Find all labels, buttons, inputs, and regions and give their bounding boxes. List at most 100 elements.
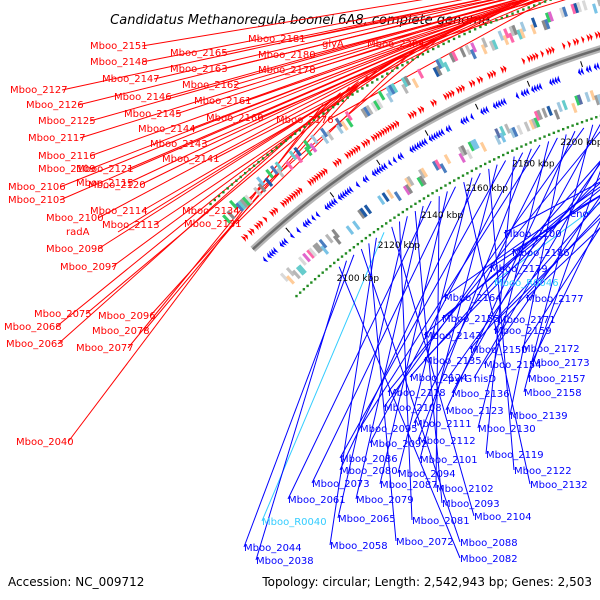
forward-gene-label[interactable]: Mboo_2134 xyxy=(182,206,240,217)
forward-gene-label[interactable]: Mboo_2068 xyxy=(4,322,62,333)
forward-gene-label[interactable]: Mboo_2096 xyxy=(98,311,156,322)
reverse-gene-label[interactable]: Mboo_2172 xyxy=(522,344,580,355)
forward-gene-label[interactable]: Mboo_2115 xyxy=(76,178,134,189)
forward-gene-label[interactable]: Mboo_2078 xyxy=(92,326,150,337)
forward-gene-label[interactable]: Mboo_2165 xyxy=(170,48,228,59)
reverse-gene-label[interactable]: Mboo_2142 xyxy=(424,331,482,342)
forward-gene-label[interactable]: Mboo_2077 xyxy=(76,343,134,354)
reverse-gene-label[interactable]: Mboo_2080 xyxy=(340,466,398,477)
forward-gene-label[interactable]: Mboo_2063 xyxy=(6,339,64,350)
forward-gene-label[interactable]: Mboo_2121 xyxy=(76,164,134,175)
forward-gene-label[interactable]: Mboo_2143 xyxy=(150,139,208,150)
forward-gene-label[interactable]: glyA xyxy=(322,39,344,50)
forward-gene-label[interactable]: Mboo_2144 xyxy=(138,124,196,135)
forward-gene-label[interactable]: Mboo_2162 xyxy=(182,80,240,91)
gc-dot-outer xyxy=(484,23,487,26)
reverse-gene-label[interactable]: Mboo_2164 xyxy=(444,293,502,304)
reverse-gene-label[interactable]: eno xyxy=(570,209,589,220)
reverse-gene-label[interactable]: Mboo_2186 xyxy=(512,248,570,259)
forward-gene-label[interactable]: Mboo_2106 xyxy=(8,182,66,193)
reverse-gene-label[interactable]: Mboo_2073 xyxy=(312,479,370,490)
reverse-gene-label[interactable]: Mboo_2058 xyxy=(330,541,388,552)
forward-gene-label[interactable]: Mboo_2040 xyxy=(16,437,74,448)
forward-gene-label[interactable]: Mboo_2145 xyxy=(124,109,182,120)
reverse-gene-label[interactable]: hisD xyxy=(474,374,496,385)
reverse-gene-label[interactable]: Mboo_2124 xyxy=(410,373,468,384)
reverse-gene-label[interactable]: Mboo_2095 xyxy=(360,424,418,435)
reverse-gene-label[interactable]: Mboo_2111 xyxy=(414,419,472,430)
forward-gene-label[interactable]: Mboo_2151 xyxy=(90,41,148,52)
forward-gene-label[interactable]: Mboo_2114 xyxy=(90,206,148,217)
reverse-gene-label[interactable]: Mboo_2158 xyxy=(524,388,582,399)
forward-gene-label[interactable]: Mboo_2146 xyxy=(114,92,172,103)
forward-gene-label[interactable]: Mboo_2160 xyxy=(206,113,264,124)
reverse-gene-label[interactable]: Mboo_2139 xyxy=(510,411,568,422)
forward-gene-label[interactable]: Mboo_2127 xyxy=(10,85,68,96)
forward-gene-label[interactable]: Mboo_2075 xyxy=(34,309,92,320)
reverse-gene-label[interactable]: Mboo_R0046 xyxy=(494,278,559,289)
forward-gene-label[interactable]: Mboo_2120 xyxy=(88,180,146,191)
reverse-gene-label[interactable]: Mboo_2086 xyxy=(340,454,398,465)
reverse-gene-label[interactable]: Mboo_2092 xyxy=(370,439,428,450)
forward-gene-label[interactable]: Mboo_2180 xyxy=(258,50,316,61)
forward-gene-label[interactable]: Mboo_2163 xyxy=(170,64,228,75)
forward-gene-label[interactable]: Mboo_2100 xyxy=(46,213,104,224)
forward-gene-label[interactable]: Mboo_2109 xyxy=(38,164,96,175)
reverse-gene-label[interactable]: Mboo_2135 xyxy=(424,356,482,367)
reverse-gene-label[interactable]: Mboo_2094 xyxy=(398,469,456,480)
forward-gene-label[interactable]: Mboo_2103 xyxy=(8,195,66,206)
forward-gene-label[interactable]: radA xyxy=(66,227,90,238)
forward-gene-label[interactable]: Mboo_2098 xyxy=(46,244,104,255)
reverse-gene-label[interactable]: Mboo_2132 xyxy=(530,480,588,491)
forward-gene-label[interactable]: Mboo_2178 xyxy=(258,65,316,76)
reverse-gene-label[interactable]: Mboo_2081 xyxy=(412,516,470,527)
reverse-gene-label[interactable]: Mboo_2159 xyxy=(494,326,552,337)
reverse-gene-label[interactable]: Mboo_2065 xyxy=(338,514,396,525)
reverse-gene-label[interactable]: Mboo_2088 xyxy=(460,538,518,549)
reverse-gene-label[interactable]: Mboo_2118 xyxy=(388,388,446,399)
reverse-gene-label[interactable]: Mboo_2044 xyxy=(244,543,302,554)
forward-gene-label[interactable]: Mboo_2116 xyxy=(38,151,96,162)
reverse-gene-label[interactable]: Mboo_2130 xyxy=(478,424,536,435)
reverse-gene-label[interactable]: Mboo_2104 xyxy=(474,512,532,523)
reverse-gene-label[interactable]: pyrG xyxy=(448,374,472,385)
reverse-gene-label[interactable]: Mboo_2157 xyxy=(528,374,586,385)
reverse-gene-label[interactable]: Mboo_2093 xyxy=(442,499,500,510)
reverse-gene-label[interactable]: Mboo_2038 xyxy=(256,556,314,567)
reverse-gene-label[interactable]: Mboo_2200 xyxy=(504,229,562,240)
reverse-gene-label[interactable]: Mboo_2177 xyxy=(526,294,584,305)
reverse-gene-label[interactable]: Mboo_2119 xyxy=(486,450,544,461)
reverse-gene-label[interactable]: Mboo_2072 xyxy=(396,537,454,548)
reverse-gene-label[interactable]: Mboo_2136 xyxy=(452,389,510,400)
forward-gene-label[interactable]: Mboo_2113 xyxy=(102,220,160,231)
reverse-gene-label[interactable]: Mboo_2122 xyxy=(514,466,572,477)
forward-gene-label[interactable]: Mboo_2147 xyxy=(102,74,160,85)
forward-gene-label[interactable]: Mboo_2148 xyxy=(90,57,148,68)
forward-gene-label[interactable]: Mboo_2141 xyxy=(162,154,220,165)
reverse-gene-label[interactable]: Mboo_2150 xyxy=(470,345,528,356)
reverse-gene-label[interactable]: Mboo_2102 xyxy=(436,484,494,495)
forward-gene-label[interactable]: Mboo_2126 xyxy=(26,100,84,111)
forward-gene-label[interactable]: Mboo_2176 xyxy=(276,115,334,126)
reverse-gene-label[interactable]: Mboo_2079 xyxy=(356,495,414,506)
reverse-gene-label[interactable]: Mboo_2155 xyxy=(442,314,500,325)
forward-gene-label[interactable]: Mboo_2097 xyxy=(60,262,118,273)
reverse-gene-label[interactable]: Mboo_2171 xyxy=(498,315,556,326)
reverse-gene-label[interactable]: Mboo_2123 xyxy=(446,406,504,417)
reverse-gene-label[interactable]: Mboo_2082 xyxy=(460,554,518,565)
reverse-gene-label[interactable]: Mboo_2179 xyxy=(490,264,548,275)
forward-gene-label[interactable]: Mboo_2131 xyxy=(184,219,242,230)
reverse-gene-label[interactable]: Mboo_2108 xyxy=(384,403,442,414)
reverse-gene-label[interactable]: Mboo_2061 xyxy=(288,495,346,506)
reverse-gene-label[interactable]: Mboo_2087 xyxy=(380,480,438,491)
forward-gene-label[interactable]: Mboo_2125 xyxy=(38,116,96,127)
reverse-gene-label[interactable]: Mboo_2154 xyxy=(484,360,542,371)
forward-gene-label[interactable]: Mboo_2181 xyxy=(248,34,306,45)
reverse-gene-label[interactable]: Mboo_2101 xyxy=(420,455,478,466)
reverse-gene-label[interactable]: Mboo_2112 xyxy=(418,436,476,447)
forward-gene-label[interactable]: Mboo_2117 xyxy=(28,133,86,144)
reverse-gene-label[interactable]: Mboo_2173 xyxy=(532,358,590,369)
forward-gene-label[interactable]: Mboo_2204 xyxy=(367,39,425,50)
forward-gene-label[interactable]: Mboo_2161 xyxy=(194,96,252,107)
reverse-gene-label[interactable]: Mboo_R0040 xyxy=(262,517,327,528)
